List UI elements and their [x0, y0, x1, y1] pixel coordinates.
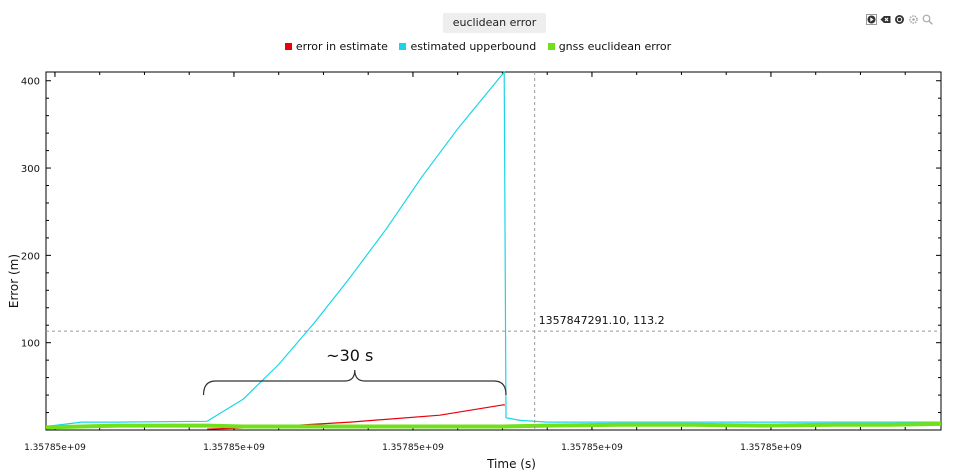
- legend-swatch: [547, 43, 555, 50]
- back-icon[interactable]: [880, 14, 891, 25]
- legend-swatch: [399, 43, 407, 50]
- x-tick-label: 1.35785e+09: [740, 443, 802, 453]
- plot-frame: [45, 71, 942, 431]
- legend: error in estimate estimated upperbound g…: [0, 40, 956, 53]
- y-tick-label: 400: [21, 77, 40, 88]
- settings-icon[interactable]: [908, 14, 919, 25]
- y-tick-label: 100: [21, 339, 40, 350]
- play-icon[interactable]: [866, 14, 877, 25]
- legend-label: error in estimate: [295, 40, 388, 53]
- legend-item-gnss-euclidean-error[interactable]: gnss euclidean error: [547, 40, 672, 53]
- series-line-gnss-euclidean-error: [45, 421, 942, 430]
- x-tick-label: 1.35785e+09: [203, 443, 265, 453]
- annotation-text: ~30 s: [326, 346, 373, 365]
- legend-item-estimated-upperbound[interactable]: estimated upperbound: [399, 40, 536, 53]
- annotation-brace: [202, 369, 507, 396]
- y-tick-label: 200: [21, 251, 40, 262]
- x-tick-label: 1.35785e+09: [382, 443, 444, 453]
- y-axis-label: Error (m): [7, 254, 21, 308]
- plot-toolbar: [866, 14, 933, 28]
- x-axis-label: Time (s): [486, 457, 536, 471]
- x-tick-label: 1.35785e+09: [561, 443, 623, 453]
- zoom-out-icon[interactable]: [894, 14, 905, 25]
- y-tick-label: 300: [21, 164, 40, 175]
- legend-label: gnss euclidean error: [558, 40, 672, 53]
- crosshair-readout: 1357847291.10, 113.2: [539, 314, 665, 327]
- series-line-estimated-upperbound: [45, 71, 941, 428]
- legend-label: estimated upperbound: [410, 40, 537, 53]
- zoom-in-icon[interactable]: [922, 14, 933, 25]
- legend-swatch: [284, 43, 292, 50]
- chart-title: euclidean error: [443, 13, 546, 33]
- legend-item-error-in-estimate[interactable]: error in estimate: [284, 40, 388, 53]
- x-tick-label: 1.35785e+09: [24, 443, 86, 453]
